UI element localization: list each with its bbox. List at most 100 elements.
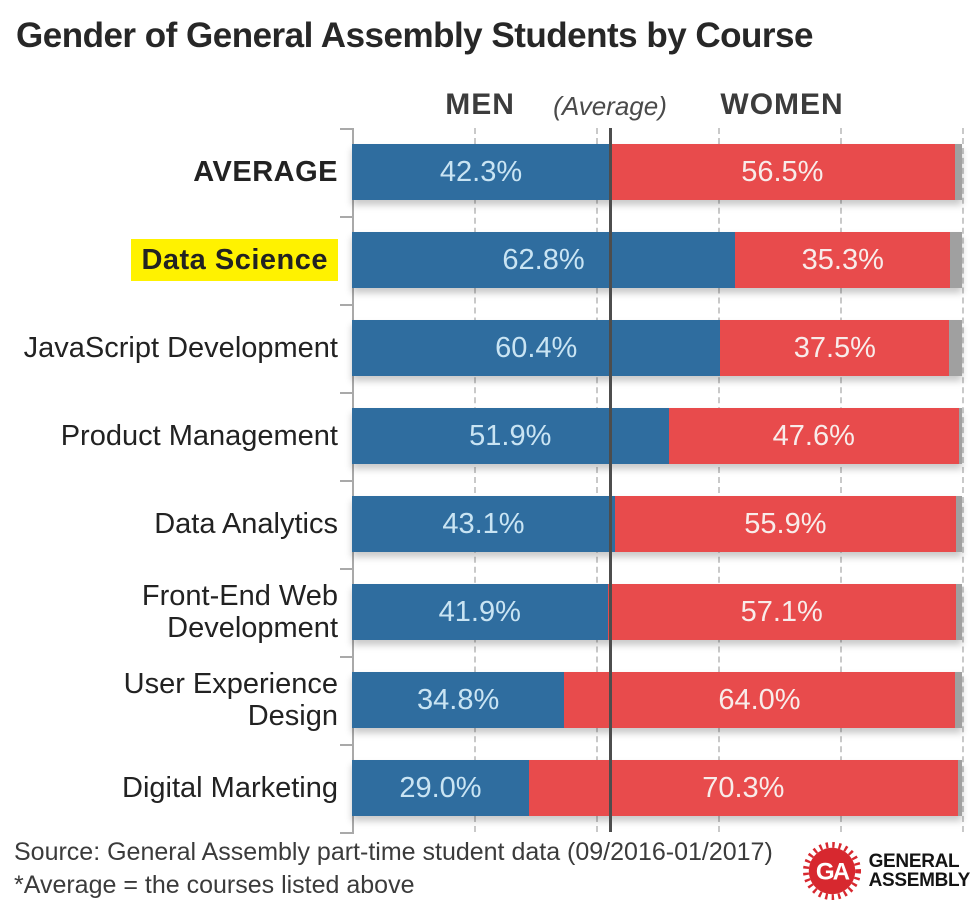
women-bar-segment: 37.5% xyxy=(720,320,950,376)
ga-badge-letters: GA xyxy=(815,859,849,886)
women-bar-segment: 57.1% xyxy=(607,584,956,640)
bar-track: 43.1% 55.9% xyxy=(352,496,962,552)
stacked-bar-chart: AVERAGE 42.3% 56.5% Data Science 62.8% 35.3% J… xyxy=(0,128,980,834)
logo-line2: ASSEMBLY xyxy=(868,870,971,891)
average-note-text: *Average = the courses listed above xyxy=(14,870,415,899)
axis-tick xyxy=(340,832,354,834)
axis-tick xyxy=(340,216,354,218)
logo-line1: GENERAL xyxy=(868,850,960,872)
women-column-header: WOMEN xyxy=(720,88,844,121)
row-label: User Experience Design xyxy=(0,656,352,744)
axis-tick xyxy=(340,392,354,394)
ga-seal-icon: GA xyxy=(802,842,861,900)
logo-wordmark: GENERAL ASSEMBLY xyxy=(868,850,971,891)
other-bar-segment xyxy=(950,232,962,288)
other-bar-segment xyxy=(957,760,962,816)
highlighted-row-label: Data Science xyxy=(131,238,338,282)
men-value-label: 42.3% xyxy=(439,155,523,188)
chart-row: User Experience Design 34.8% 64.0% xyxy=(0,656,980,744)
other-bar-segment xyxy=(955,496,962,552)
men-bar-segment: 51.9% xyxy=(352,408,669,464)
chart-rows: AVERAGE 42.3% 56.5% Data Science 62.8% 35.3% J… xyxy=(0,128,980,832)
women-bar-segment: 56.5% xyxy=(610,144,955,200)
row-label-line: AVERAGE xyxy=(193,155,338,188)
women-bar-segment: 55.9% xyxy=(614,496,956,552)
bar-track: 41.9% 57.1% xyxy=(352,584,962,640)
axis-tick xyxy=(340,744,354,746)
chart-row: Data Analytics 43.1% 55.9% xyxy=(0,480,980,568)
column-headers: MEN (Average) WOMEN xyxy=(352,88,962,126)
grid-layer xyxy=(340,128,964,834)
row-label-line: Front-End Web xyxy=(141,579,338,612)
chart-row: Front-End Web Development 41.9% 57.1% xyxy=(0,568,980,656)
chart-row: Digital Marketing 29.0% 70.3% xyxy=(0,744,980,832)
source-text: Source: General Assembly part-time stude… xyxy=(14,838,773,866)
women-bar-segment: 64.0% xyxy=(564,672,955,728)
women-value-label: 57.1% xyxy=(740,595,823,628)
men-value-label: 34.8% xyxy=(417,683,500,716)
axis-tick xyxy=(340,656,354,658)
other-bar-segment xyxy=(949,320,962,376)
bar-track: 29.0% 70.3% xyxy=(352,760,962,816)
men-bar-segment: 43.1% xyxy=(352,496,615,552)
row-label-line: Digital Marketing xyxy=(122,771,338,804)
men-column-header: MEN xyxy=(445,88,515,121)
other-bar-segment xyxy=(955,584,962,640)
men-value-label: 43.1% xyxy=(442,507,525,540)
footer: Source: General Assembly part-time stude… xyxy=(14,836,773,901)
chart-row: Data Science 62.8% 35.3% xyxy=(0,216,980,304)
women-value-label: 37.5% xyxy=(793,331,876,364)
row-label: Product Management xyxy=(0,392,352,480)
other-bar-segment xyxy=(958,408,962,464)
bar-track: 34.8% 64.0% xyxy=(352,672,962,728)
women-value-label: 70.3% xyxy=(702,771,785,804)
axis-tick xyxy=(340,480,354,482)
axis-tick xyxy=(340,128,354,130)
row-label-line: Product Management xyxy=(60,419,338,452)
gridline-20pct xyxy=(474,128,476,832)
women-bar-segment: 35.3% xyxy=(735,232,951,288)
men-value-label: 51.9% xyxy=(469,419,552,452)
row-label: Data Science xyxy=(0,216,352,304)
bar-track: 42.3% 56.5% xyxy=(352,144,962,200)
row-label: Front-End Web Development xyxy=(0,568,352,656)
gridline-60pct xyxy=(718,128,720,832)
men-bar-segment: 29.0% xyxy=(352,760,529,816)
row-label-line: Design xyxy=(247,700,338,732)
average-column-header: (Average) xyxy=(553,91,667,121)
men-bar-segment: 60.4% xyxy=(352,320,721,376)
women-value-label: 55.9% xyxy=(744,507,827,540)
row-label: Data Analytics xyxy=(0,480,352,568)
other-bar-segment xyxy=(954,672,962,728)
chart-row: Product Management 51.9% 47.6% xyxy=(0,392,980,480)
bar-track: 60.4% 37.5% xyxy=(352,320,962,376)
y-axis-line xyxy=(340,128,354,834)
men-value-label: 41.9% xyxy=(438,595,521,628)
women-value-label: 47.6% xyxy=(772,419,855,452)
axis-tick xyxy=(340,304,354,306)
chart-row: AVERAGE 42.3% 56.5% xyxy=(0,128,980,216)
men-value-label: 29.0% xyxy=(399,771,482,804)
gridline-40pct xyxy=(596,128,598,832)
men-value-label: 62.8% xyxy=(502,243,585,276)
row-label-line: User Experience xyxy=(123,667,338,700)
other-bar-segment xyxy=(954,144,962,200)
page-title: Gender of General Assembly Students by C… xyxy=(16,16,813,55)
chart-row: JavaScript Development 60.4% 37.5% xyxy=(0,304,980,392)
row-label-line: JavaScript Development xyxy=(23,331,338,364)
women-value-label: 56.5% xyxy=(741,155,824,188)
row-label-line: Data Analytics xyxy=(154,507,338,540)
gridline-80pct xyxy=(840,128,842,832)
men-bar-segment: 41.9% xyxy=(352,584,608,640)
women-value-label: 64.0% xyxy=(718,683,801,716)
men-bar-segment: 42.3% xyxy=(352,144,611,200)
row-label: JavaScript Development xyxy=(0,304,352,392)
women-bar-segment: 70.3% xyxy=(528,760,958,816)
row-label: Digital Marketing xyxy=(0,744,352,832)
axis-tick xyxy=(340,568,354,570)
women-value-label: 35.3% xyxy=(801,243,884,276)
men-value-label: 60.4% xyxy=(495,331,578,364)
bar-track: 51.9% 47.6% xyxy=(352,408,962,464)
men-bar-segment: 62.8% xyxy=(352,232,736,288)
